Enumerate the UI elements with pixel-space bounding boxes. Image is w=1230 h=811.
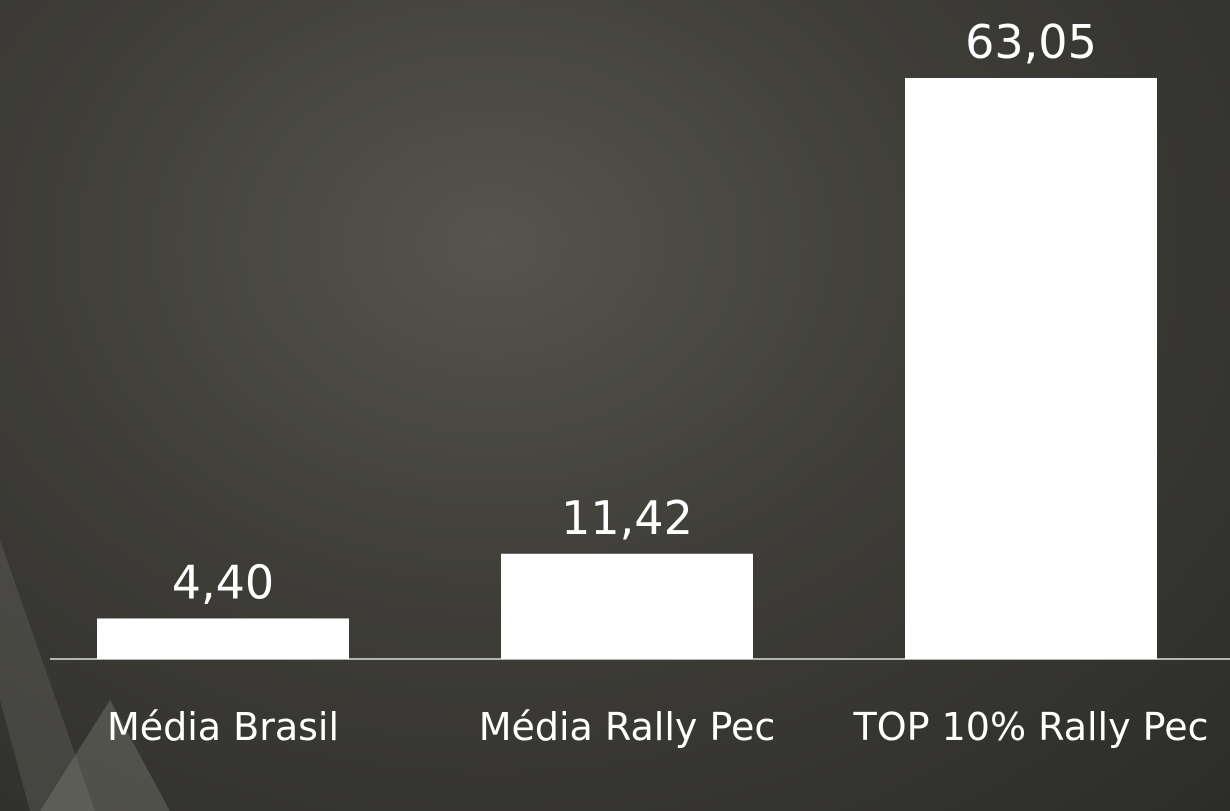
decor-triangle	[0, 540, 95, 811]
bar	[501, 553, 753, 659]
category-label: TOP 10% Rally Pec	[853, 705, 1209, 749]
value-label: 4,40	[172, 555, 274, 609]
category-label: Média Brasil	[106, 705, 340, 749]
value-label: 63,05	[965, 15, 1097, 69]
value-label: 11,42	[561, 491, 693, 545]
bar	[97, 618, 349, 659]
bar	[905, 78, 1157, 659]
category-label: Média Rally Pec	[478, 705, 776, 749]
decor-triangle	[40, 700, 170, 811]
